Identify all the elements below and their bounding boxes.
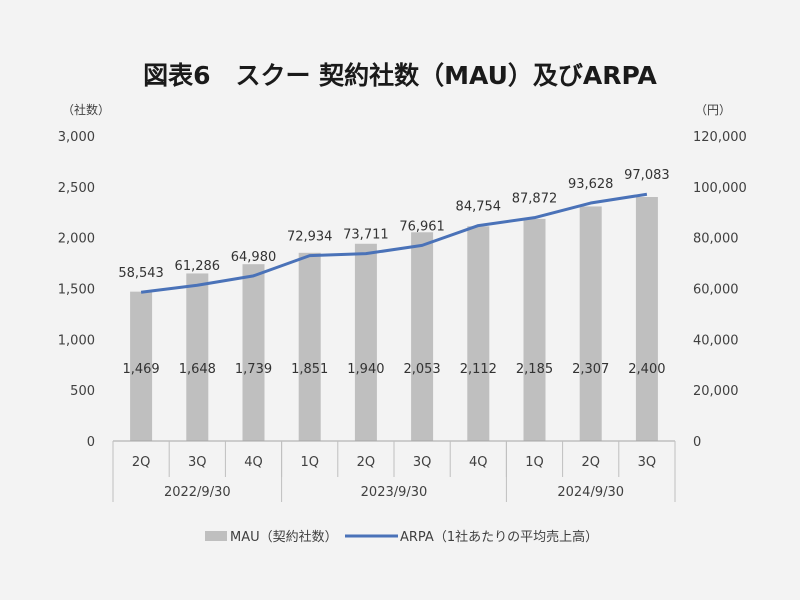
mau-value-label: 1,739 [235, 362, 272, 377]
mau-bar [186, 273, 209, 441]
mau-bar [354, 243, 377, 441]
legend-arpa-label: ARPA（1社あたりの平均売上高） [400, 529, 598, 545]
arpa-value-label: 61,286 [175, 259, 221, 274]
mau-value-label: 1,648 [179, 362, 216, 377]
x-category-label: 4Q [244, 455, 263, 470]
mau-value-label: 2,307 [572, 362, 609, 377]
right-tick-label: 40,000 [693, 333, 739, 348]
mau-bar [411, 232, 434, 441]
x-category-label: 3Q [188, 455, 207, 470]
mau-value-label: 1,851 [291, 362, 328, 377]
right-tick-label: 0 [693, 435, 701, 450]
x-category-label: 2Q [581, 455, 600, 470]
right-tick-label: 60,000 [693, 283, 739, 298]
mau-bar [130, 291, 153, 441]
x-axis: 2Q 3Q 4Q 1Q 2Q 3Q 4Q 1Q 2Q 3Q 2022/9/30 2023/9/30 20… [112, 440, 676, 502]
arpa-value-label: 97,083 [624, 168, 670, 183]
left-tick-label: 1,000 [58, 333, 95, 348]
arpa-value-label: 93,628 [568, 177, 614, 192]
left-tick-label: 500 [70, 384, 95, 399]
left-tick-label: 1,500 [58, 283, 95, 298]
mau-value-label: 2,185 [516, 362, 553, 377]
arpa-line [140, 192, 648, 294]
mau-bar [467, 226, 490, 441]
arpa-value-label: 64,980 [231, 250, 277, 265]
legend: MAU（契約社数） ARPA（1社あたりの平均売上高） [205, 529, 598, 545]
x-group-label: 2024/9/30 [557, 485, 624, 500]
mau-bar [635, 197, 658, 441]
arpa-line-layer [140, 192, 648, 294]
right-axis-unit: （円） [695, 103, 731, 117]
right-axis-ticks: 120,000 100,000 80,000 60,000 40,000 20,000 0 [693, 130, 747, 450]
arpa-value-label: 73,711 [343, 228, 389, 243]
mau-bar [242, 264, 265, 441]
mau-value-label: 1,469 [122, 362, 159, 377]
arpa-value-label: 72,934 [287, 230, 333, 245]
left-tick-label: 0 [87, 435, 95, 450]
left-axis-unit: （社数） [62, 102, 110, 117]
mau-bars [130, 197, 658, 441]
right-tick-label: 120,000 [693, 130, 747, 145]
arpa-labels: 58,543 61,286 64,980 72,934 73,711 76,961 84,7… [118, 168, 669, 281]
x-group-label: 2022/9/30 [164, 485, 231, 500]
right-tick-label: 100,000 [693, 181, 747, 196]
x-category-label: 2Q [357, 455, 376, 470]
x-category-label: 3Q [638, 455, 657, 470]
x-group-label: 2023/9/30 [361, 485, 428, 500]
right-tick-label: 80,000 [693, 232, 739, 247]
legend-mau-label: MAU（契約社数） [230, 529, 338, 545]
arpa-value-label: 76,961 [399, 219, 445, 234]
x-category-label: 4Q [469, 455, 488, 470]
right-tick-label: 20,000 [693, 384, 739, 399]
mau-value-label: 2,400 [628, 362, 665, 377]
chart-title: 図表6 スクー 契約社数（MAU）及びARPA [143, 61, 657, 90]
x-category-label: 1Q [525, 455, 544, 470]
x-category-label: 2Q [132, 455, 151, 470]
left-tick-label: 2,000 [58, 232, 95, 247]
arpa-value-label: 84,754 [456, 200, 502, 215]
arpa-value-label: 87,872 [512, 192, 558, 207]
legend-bar-swatch [205, 531, 227, 541]
mau-bar [523, 218, 546, 441]
left-tick-label: 2,500 [58, 181, 95, 196]
mau-bar-labels: 1,469 1,648 1,739 1,851 1,940 2,053 2,112 2,185… [122, 362, 665, 377]
left-tick-label: 3,000 [58, 130, 95, 145]
x-category-label: 3Q [413, 455, 432, 470]
left-axis-ticks: 3,000 2,500 2,000 1,500 1,000 500 0 [58, 130, 95, 450]
mau-value-label: 2,112 [460, 362, 497, 377]
arpa-value-label: 58,543 [118, 266, 164, 281]
mau-bar [579, 206, 602, 441]
mau-value-label: 2,053 [403, 362, 440, 377]
mau-bar [298, 252, 321, 441]
x-category-label: 1Q [300, 455, 319, 470]
mau-value-label: 1,940 [347, 362, 384, 377]
